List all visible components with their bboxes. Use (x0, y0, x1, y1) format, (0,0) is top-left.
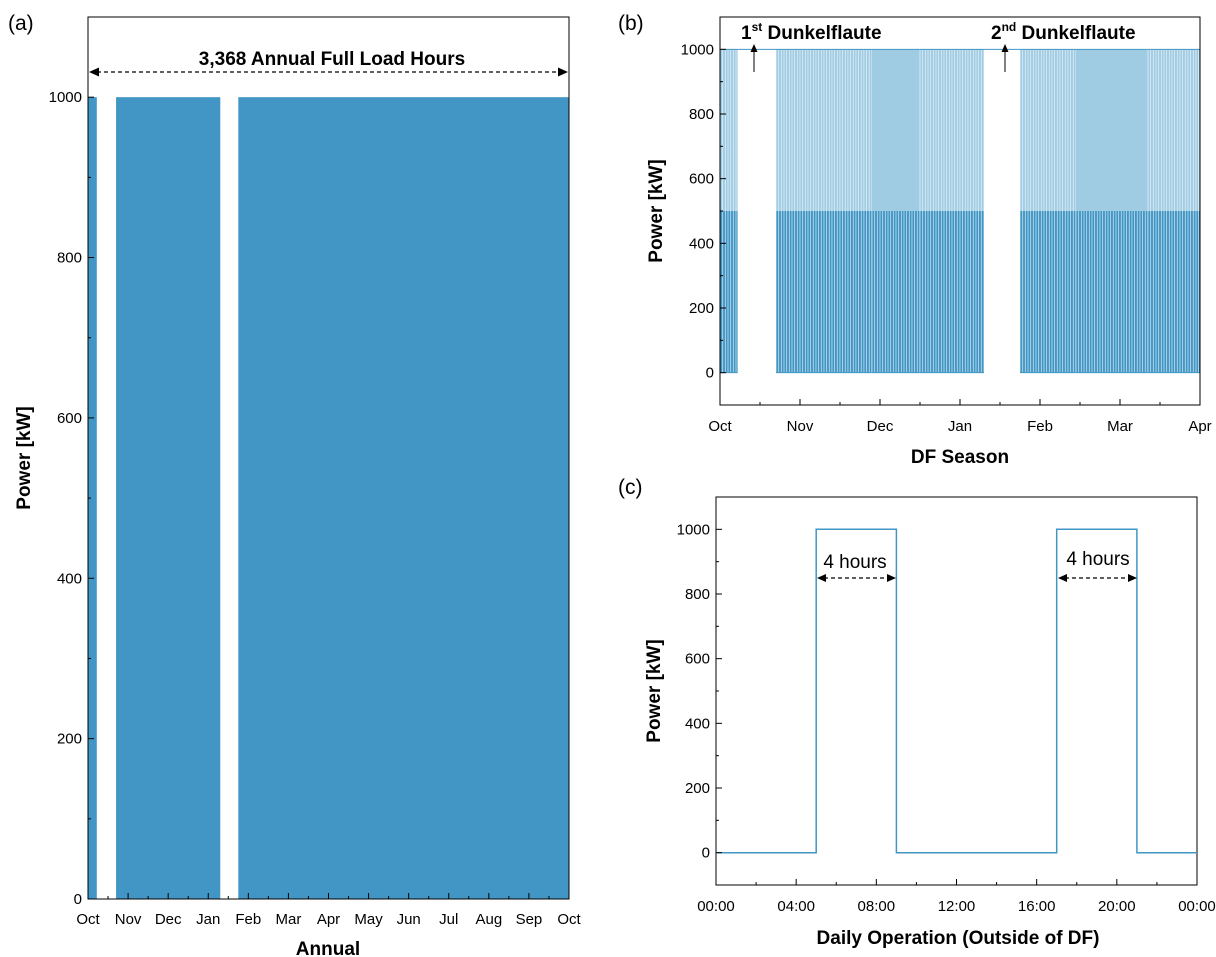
y-tick-label: 0 (74, 891, 82, 908)
upper-band-partial (1076, 49, 1148, 212)
x-tick-label: Oct (557, 911, 581, 928)
x-tick-label: Sep (516, 911, 543, 928)
panel-a-y-ticks: 0 200 400 600 800 1000 (49, 16, 94, 908)
y-tick-label: 400 (685, 715, 710, 732)
y-tick-label: 1000 (677, 521, 710, 538)
panel-a-annotation-arrow (89, 67, 568, 77)
panel-a-bars (88, 97, 569, 899)
x-tick-label: Dec (867, 418, 894, 435)
panel-c-x-title: Daily Operation (Outside of DF) (817, 928, 1100, 949)
x-tick-label: Jan (948, 418, 972, 435)
x-tick-label: Apr (1188, 418, 1211, 435)
y-tick-label: 400 (57, 570, 82, 587)
panel-c-annotation-1: 4 hours (823, 552, 886, 573)
y-tick-label: 0 (706, 365, 714, 382)
y-tick-label: 600 (689, 171, 714, 188)
panel-b-y-title: Power [kW] (646, 159, 667, 262)
x-tick-label: May (354, 911, 383, 928)
x-tick-label: Mar (275, 911, 301, 928)
y-tick-label: 200 (685, 780, 710, 797)
panel-c-arrow-2 (1058, 574, 1137, 582)
x-tick-label: 00:00 (1178, 898, 1216, 915)
x-tick-label: Oct (76, 911, 100, 928)
x-tick-label: Oct (708, 418, 732, 435)
panel-b: (b) 0 200 400 600 800 1000 Oct Nov Dec Jan Feb Mar… (618, 12, 1212, 468)
x-tick-label: Feb (1027, 418, 1053, 435)
panel-a-y-title: Power [kW] (14, 406, 35, 509)
x-tick-label: Mar (1107, 418, 1133, 435)
x-tick-label: Feb (235, 911, 261, 928)
lower-band (1020, 211, 1076, 373)
y-tick-label: 1000 (681, 41, 714, 58)
x-tick-label: Apr (317, 911, 340, 928)
y-tick-label: 400 (689, 235, 714, 252)
y-tick-label: 200 (57, 731, 82, 748)
panel-c-annotation-2: 4 hours (1066, 549, 1129, 570)
panel-b-arrow-2 (1001, 44, 1009, 72)
upper-band (1148, 49, 1200, 212)
panel-b-annotation-2: 2nd Dunkelflaute (991, 20, 1136, 44)
panel-b-label: (b) (618, 12, 644, 35)
y-tick-label: 600 (685, 651, 710, 668)
y-tick-label: 800 (685, 586, 710, 603)
x-tick-label: Jan (196, 911, 220, 928)
panel-c-x-ticks: 00:00 04:00 08:00 12:00 16:00 20:00 00:00 (697, 879, 1216, 915)
x-tick-label: Dec (155, 911, 182, 928)
panel-c-arrow-1 (817, 574, 896, 582)
x-tick-label: 04:00 (777, 898, 815, 915)
panel-a-annotation: 3,368 Annual Full Load Hours (199, 49, 465, 70)
panel-b-bars (719, 48, 1200, 374)
upper-band-partial (872, 49, 920, 212)
panel-a-label: (a) (8, 12, 34, 35)
y-tick-label: 200 (689, 300, 714, 317)
x-tick-label: 08:00 (858, 898, 896, 915)
x-tick-label: Nov (115, 911, 142, 928)
operation-block (88, 97, 97, 899)
panel-c-power-line (716, 528, 1197, 854)
panel-b-arrow-1 (750, 44, 758, 72)
panel-a-x-title: Annual (296, 939, 360, 957)
operation-block (116, 97, 221, 899)
x-tick-label: 20:00 (1098, 898, 1136, 915)
x-tick-label: 12:00 (938, 898, 976, 915)
panel-c-y-ticks: 0 200 400 600 800 1000 (677, 496, 722, 886)
y-tick-label: 600 (57, 410, 82, 427)
y-tick-label: 0 (702, 845, 710, 862)
x-tick-label: Jul (439, 911, 458, 928)
y-tick-label: 800 (689, 106, 714, 123)
y-tick-label: 800 (57, 250, 82, 267)
panel-a: (a) 0 200 400 600 800 1000 Oct Nov Dec Jan Feb Mar… (8, 12, 581, 957)
lower-band (1148, 211, 1200, 373)
upper-band (1020, 49, 1076, 212)
y-tick-label: 1000 (49, 89, 82, 106)
panel-b-x-ticks: Oct Nov Dec Jan Feb Mar Apr (708, 399, 1212, 435)
x-tick-label: Jun (397, 911, 421, 928)
panel-c: (c) 0 200 400 600 800 1000 00:00 04:00 08:00 12:… (618, 476, 1216, 949)
x-tick-label: 16:00 (1018, 898, 1056, 915)
panel-a-x-ticks: Oct Nov Dec Jan Feb Mar Apr May Jun Jul Aug Sep Oct (76, 893, 581, 928)
lower-band (1076, 211, 1148, 373)
operation-block (238, 97, 569, 899)
panel-b-x-title: DF Season (911, 447, 1009, 468)
panel-c-y-title: Power [kW] (644, 639, 665, 742)
panel-b-annotation-1: 1st Dunkelflaute (741, 20, 882, 44)
x-tick-label: 00:00 (697, 898, 735, 915)
panel-b-y-ticks: 0 200 400 600 800 1000 (681, 16, 726, 406)
x-tick-label: Nov (787, 418, 814, 435)
x-tick-label: Aug (475, 911, 502, 928)
panel-c-label: (c) (618, 476, 643, 499)
